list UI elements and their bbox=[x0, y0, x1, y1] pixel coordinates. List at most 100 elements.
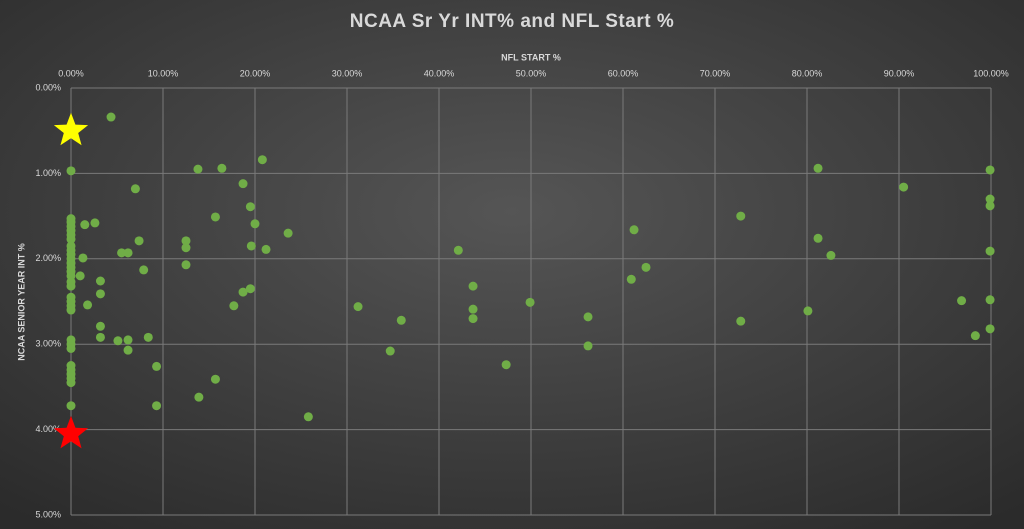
point bbox=[95, 332, 105, 342]
star-marker bbox=[53, 415, 89, 449]
point bbox=[985, 295, 995, 305]
point bbox=[899, 182, 909, 192]
y-tick-label: 1.00% bbox=[35, 168, 61, 178]
point bbox=[501, 360, 511, 370]
point bbox=[250, 219, 260, 229]
y-tick-label: 3.00% bbox=[35, 339, 61, 349]
point bbox=[117, 248, 127, 258]
point bbox=[985, 165, 995, 175]
point bbox=[83, 300, 93, 310]
point bbox=[583, 341, 593, 351]
point bbox=[181, 260, 191, 270]
point bbox=[194, 392, 204, 402]
x-tick-label: 60.00% bbox=[608, 68, 639, 78]
y-tick-label: 0.00% bbox=[35, 82, 61, 92]
y-tick-label: 4.00% bbox=[35, 424, 61, 434]
point bbox=[80, 220, 90, 230]
point bbox=[95, 321, 105, 331]
point bbox=[78, 253, 88, 263]
point bbox=[66, 378, 76, 388]
point bbox=[736, 316, 746, 326]
point bbox=[736, 211, 746, 221]
x-tick-label: 30.00% bbox=[332, 68, 363, 78]
point bbox=[957, 296, 967, 306]
point bbox=[181, 236, 191, 246]
point bbox=[90, 218, 100, 228]
point bbox=[130, 184, 140, 194]
point bbox=[985, 246, 995, 256]
chart-title: NCAA Sr Yr INT% and NFL Start % bbox=[350, 11, 674, 32]
point bbox=[75, 271, 85, 281]
point bbox=[152, 401, 162, 411]
x-tick-label: 100.00% bbox=[973, 68, 1009, 78]
point bbox=[193, 164, 203, 174]
point bbox=[66, 234, 76, 244]
point bbox=[66, 305, 76, 315]
point bbox=[210, 374, 220, 384]
x-tick-label: 10.00% bbox=[148, 68, 179, 78]
point bbox=[353, 302, 363, 312]
point bbox=[229, 301, 239, 311]
x-tick-label: 70.00% bbox=[700, 68, 731, 78]
point bbox=[468, 314, 478, 324]
point bbox=[95, 289, 105, 299]
point bbox=[629, 225, 639, 235]
point bbox=[826, 250, 836, 260]
point bbox=[210, 212, 220, 222]
point bbox=[123, 248, 133, 258]
point bbox=[813, 163, 823, 173]
point bbox=[453, 245, 463, 255]
point bbox=[123, 335, 133, 345]
x-tick-label: 50.00% bbox=[516, 68, 547, 78]
point bbox=[181, 243, 191, 253]
point bbox=[134, 236, 144, 246]
point bbox=[583, 312, 593, 322]
point bbox=[106, 112, 116, 122]
point bbox=[66, 166, 76, 176]
point bbox=[217, 163, 227, 173]
y-tick-label: 5.00% bbox=[35, 509, 61, 519]
x-tick-label: 80.00% bbox=[792, 68, 823, 78]
x-tick-label: 40.00% bbox=[424, 68, 455, 78]
point bbox=[385, 346, 395, 356]
point bbox=[152, 361, 162, 371]
x-axis-label: NFL START % bbox=[501, 52, 561, 62]
point bbox=[123, 345, 133, 355]
point bbox=[66, 343, 76, 353]
point bbox=[66, 401, 76, 411]
point bbox=[261, 244, 271, 254]
point bbox=[246, 241, 256, 251]
point bbox=[245, 284, 255, 294]
point bbox=[113, 336, 123, 346]
point bbox=[985, 201, 995, 211]
point bbox=[970, 331, 980, 341]
y-axis-label: NCAA SENIOR YEAR INT % bbox=[16, 243, 26, 361]
point bbox=[95, 276, 105, 286]
point bbox=[813, 233, 823, 243]
point bbox=[641, 262, 651, 272]
point bbox=[468, 281, 478, 291]
point bbox=[238, 179, 248, 189]
point bbox=[66, 281, 76, 291]
point bbox=[257, 155, 267, 165]
x-tick-label: 90.00% bbox=[884, 68, 915, 78]
point bbox=[303, 412, 313, 422]
point bbox=[525, 297, 535, 307]
point bbox=[245, 202, 255, 212]
x-tick-label: 0.00% bbox=[58, 68, 84, 78]
point bbox=[985, 324, 995, 334]
point bbox=[396, 315, 406, 325]
point bbox=[468, 304, 478, 314]
y-tick-label: 2.00% bbox=[35, 253, 61, 263]
point bbox=[143, 332, 153, 342]
point bbox=[985, 194, 995, 204]
point bbox=[803, 306, 813, 316]
x-tick-label: 20.00% bbox=[240, 68, 271, 78]
point bbox=[238, 287, 248, 297]
point bbox=[139, 265, 149, 275]
point bbox=[283, 228, 293, 238]
star-marker bbox=[53, 112, 89, 146]
point bbox=[626, 274, 636, 284]
